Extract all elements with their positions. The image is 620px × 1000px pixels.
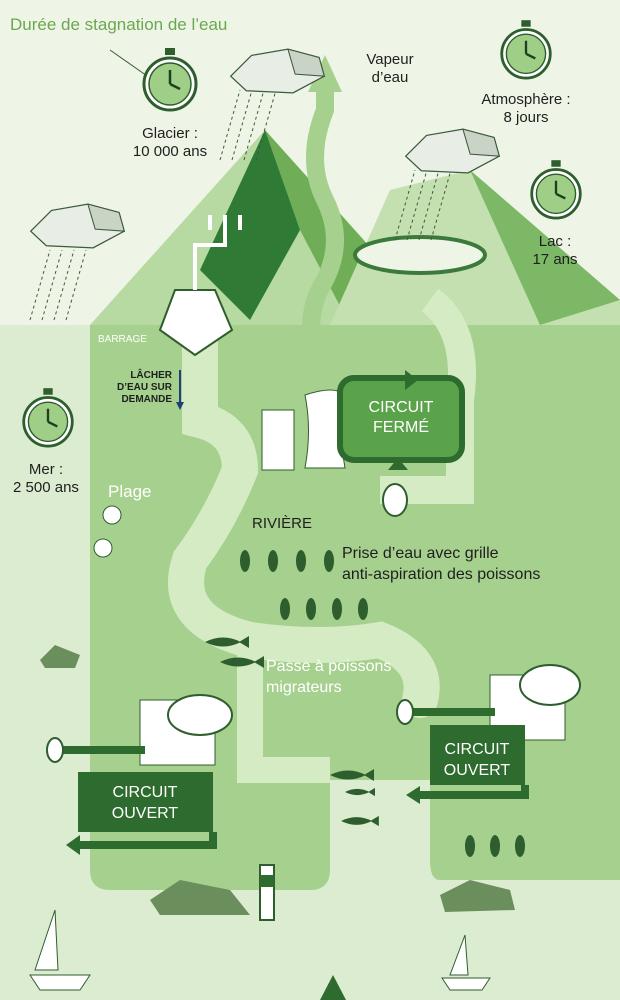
label-line: 8 jours (503, 109, 548, 126)
label-line: OUVERT (444, 762, 511, 779)
label-line: migrateurs (266, 679, 342, 696)
label-line: 2 500 ans (13, 479, 79, 496)
water-cycle-diagram: Durée de stagnation de l’eau Glacier :10… (0, 0, 620, 1000)
label-line: CIRCUIT (113, 784, 178, 801)
label-line: CIRCUIT (369, 399, 434, 416)
label-line: D’EAU SUR (117, 382, 173, 393)
barrage-label: BARRAGE (98, 334, 147, 345)
label-line: d’eau (372, 69, 409, 86)
glacier-label: Glacier :10 000 ans (133, 125, 207, 160)
label-line: DEMANDE (121, 394, 172, 405)
label-line: Mer : (29, 461, 63, 478)
scene (0, 0, 620, 1000)
label-line: Vapeur (366, 51, 413, 68)
plage-label: Plage (108, 482, 151, 501)
label-line: 10 000 ans (133, 143, 207, 160)
label-line: OUVERT (112, 805, 179, 822)
label-line: LÂCHER (130, 368, 172, 381)
label-line: CIRCUIT (445, 741, 510, 758)
label-line: Passe à poissons (266, 658, 391, 675)
lac-label: Lac :17 ans (532, 233, 577, 268)
label-line: 17 ans (532, 251, 577, 268)
label-line: Glacier : (142, 125, 198, 142)
label-line: FERMÉ (373, 417, 429, 436)
label-line: Lac : (539, 233, 572, 250)
riviere-label: RIVIÈRE (252, 515, 312, 532)
title: Durée de stagnation de l’eau (10, 15, 227, 34)
label-line: anti-aspiration des poissons (342, 566, 540, 583)
label-line: Atmosphère : (481, 91, 570, 108)
label-line: Prise d’eau avec grille (342, 545, 499, 562)
